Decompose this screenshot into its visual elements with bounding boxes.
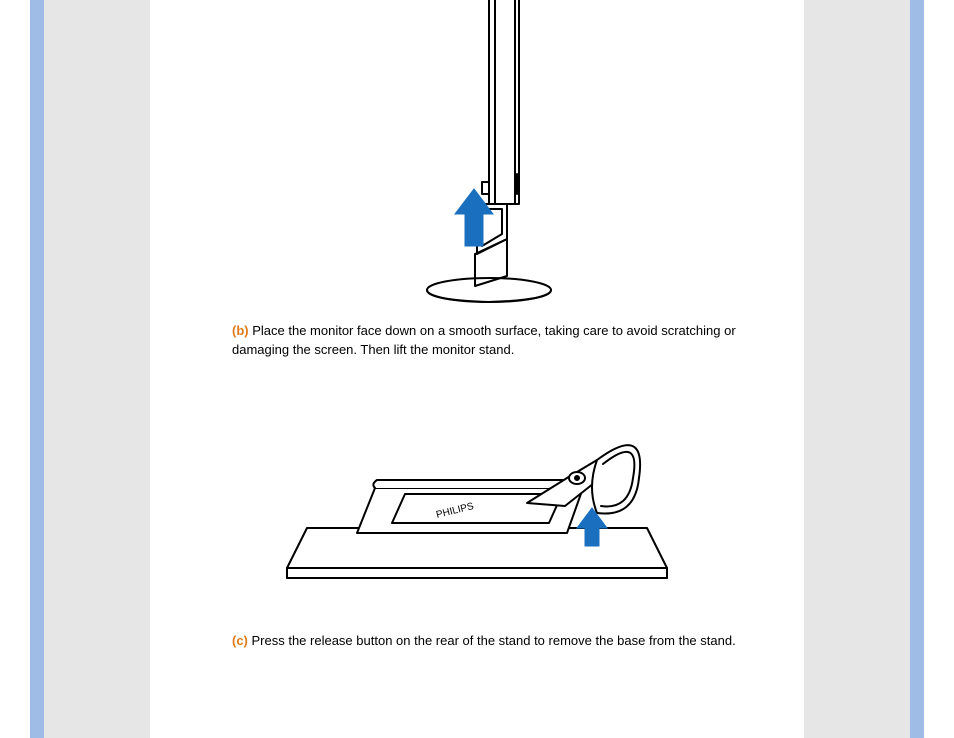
step-b-text: Place the monitor face down on a smooth … xyxy=(232,323,736,357)
step-c-label: (c) xyxy=(232,633,248,648)
right-margin-band xyxy=(804,0,924,738)
up-arrow-icon xyxy=(455,189,493,246)
page: (b) Place the monitor face down on a smo… xyxy=(0,0,954,738)
right-blue-strip xyxy=(910,0,924,738)
step-b-label: (b) xyxy=(232,323,249,338)
left-margin-band xyxy=(30,0,150,738)
step-b: (b) Place the monitor face down on a smo… xyxy=(232,322,774,360)
step-c-text: Press the release button on the rear of … xyxy=(248,633,736,648)
figure-monitor-side xyxy=(367,0,587,314)
content-area: (b) Place the monitor face down on a smo… xyxy=(170,0,784,738)
left-blue-strip xyxy=(30,0,44,738)
figure-monitor-facedown: PHILIPS xyxy=(267,368,687,608)
step-c: (c) Press the release button on the rear… xyxy=(232,632,774,651)
